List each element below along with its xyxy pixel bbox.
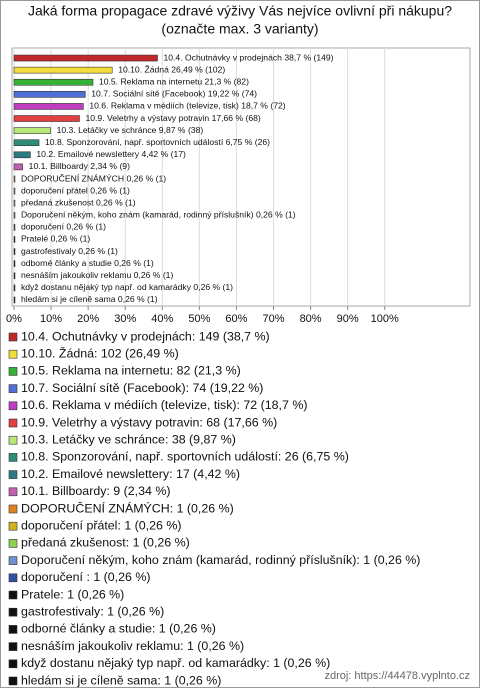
bar [13, 115, 80, 122]
bar-label: 10.6. Reklama v médiích (televize, tisk)… [89, 101, 285, 111]
bar [13, 296, 16, 304]
legend-swatch [8, 625, 18, 634]
bar [13, 54, 158, 62]
bar-label: 10.4. Ochutnávky v prodejnách 38,7 % (14… [163, 52, 333, 62]
legend-swatch [8, 573, 18, 583]
legend-label: 10.5. Reklama na internetu: 82 (21,3 %) [21, 364, 241, 378]
bar-label: odborné články a studie 0,26 % (1) [21, 258, 154, 268]
bar-label: 10.5. Reklama na internetu 21,3 % (82) [99, 77, 249, 87]
bar [13, 284, 16, 292]
chart-title: Jaká forma propagace zdravé výživy Vás n… [28, 3, 452, 19]
bar [13, 78, 94, 86]
bar [13, 139, 40, 147]
legend-label: 10.3. Letáčky ve schránce: 38 (9,87 %) [21, 432, 236, 446]
bar [13, 187, 16, 195]
legend-swatch [8, 539, 18, 548]
legend-swatch [8, 521, 18, 531]
x-tick-label: 0% [6, 313, 22, 325]
bar-label: hledám si je cíleně sama 0,26 % (1) [21, 294, 158, 304]
legend-label: odborné články a studie: 1 (0,26 %) [21, 622, 216, 636]
legend-label: doporučení : 1 (0,26 %) [21, 570, 151, 584]
bar-label: 10.3. Letáčky ve schránce 9,87 % (38) [57, 125, 204, 135]
bar-label: Pratelé 0,26 % (1) [21, 234, 90, 244]
bar [13, 175, 16, 183]
legend-swatch [8, 384, 18, 393]
bar [13, 66, 113, 74]
legend-label: 10.4. Ochutnávky v prodejnách: 149 (38,7… [21, 329, 270, 343]
legend-label: 10.2. Emailové newslettery: 17 (4,42 %) [21, 467, 240, 481]
legend-label: 10.9. Veletrhy a výstavy potravin: 68 (1… [21, 415, 277, 429]
legend-label: hledám si je cíleně sama: 1 (0,26 %) [21, 673, 221, 687]
bar-label: gastrofestivaly 0,26 % (1) [21, 246, 118, 256]
bar [13, 103, 84, 110]
legend-swatch [8, 470, 18, 479]
source: zdroj: https://44478.vyplnto.cz [324, 670, 470, 682]
x-tick-label: 50% [188, 313, 210, 325]
x-tick-label: 30% [114, 313, 136, 325]
legend-label: doporučení přátel: 1 (0,26 %) [21, 518, 182, 532]
legend-label: Pratele: 1 (0,26 %) [21, 587, 124, 601]
legend-label: gastrofestivaly: 1 (0,26 %) [21, 604, 164, 618]
bar-label: Doporučení někým, koho znám (kamarád, ro… [21, 210, 296, 220]
legend-swatch [8, 401, 18, 411]
legend-label: 10.6. Reklama v médiích (televize, tisk)… [21, 398, 307, 412]
legend-label: DOPORUČENÍ ZNÁMÝCH: 1 (0,26 %) [21, 500, 234, 515]
bar-label: 10.8. Sponzorování, např. sportovních ud… [45, 137, 270, 147]
bar [13, 151, 31, 159]
bar-label: nesnáším jakoukoliv reklamu 0,26 % (1) [21, 270, 174, 280]
legend-swatch [8, 418, 18, 428]
chart-subtitle: (označte max. 3 varianty) [161, 21, 318, 37]
bar [13, 91, 86, 98]
bar-label: DOPORUČENÍ ZNÁMÝCH 0,26 % (1) [21, 173, 166, 183]
bar-label: doporučení přátel 0,26 % (1) [21, 185, 130, 195]
legend-label: předaná zkušenost: 1 (0,26 %) [21, 536, 190, 550]
legend-label: když dostanu nějaký typ např. od kamarád… [21, 656, 330, 670]
legend-swatch [8, 590, 18, 600]
bar [13, 199, 16, 207]
legend-label: 10.8. Sponzorování, např. sportovních ud… [21, 450, 349, 464]
x-tick-label: 100% [371, 313, 399, 325]
bar-label: doporučení 0,26 % (1) [21, 222, 106, 232]
bar-label: předaná zkušenost 0,26 % (1) [21, 197, 136, 207]
x-tick-label: 20% [77, 313, 99, 325]
legend-swatch [8, 504, 18, 514]
bar [13, 127, 51, 134]
bar [13, 260, 16, 267]
x-tick-label: 10% [40, 313, 62, 325]
legend-label: 10.10. Žádná: 102 (26,49 %) [21, 345, 179, 360]
legend-swatch [8, 453, 18, 462]
bar [13, 163, 23, 171]
legend-swatch [8, 676, 18, 686]
legend-label: nesnáším jakoukoliv reklamu: 1 (0,26 %) [21, 639, 244, 653]
legend-swatch [8, 367, 18, 376]
x-tick-label: 70% [262, 313, 284, 325]
bar [13, 211, 16, 219]
bar-label: 10.10. Žádná 26,49 % (102) [118, 64, 225, 74]
bar-label: 10.1. Billboardy 2,34 % (9) [29, 161, 130, 171]
legend-swatch [8, 332, 18, 342]
legend-swatch [8, 659, 18, 669]
bar-label: když dostanu nějaký typ např. od kamarád… [21, 282, 233, 292]
bar-label: 10.7. Sociální sítě (Facebook) 19,22 % (… [91, 89, 257, 99]
legend-swatch [8, 556, 18, 565]
legend-swatch [8, 642, 18, 651]
legend-label: 10.7. Sociální sítě (Facebook): 74 (19,2… [21, 381, 263, 395]
legend-swatch [8, 349, 18, 359]
x-tick-label: 60% [225, 313, 247, 325]
legend-swatch [8, 487, 18, 497]
bar [13, 236, 16, 243]
legend-label: 10.1. Billboardy: 9 (2,34 %) [21, 484, 170, 498]
bar-label: 10.9. Veletrhy a výstavy potravin 17,66 … [85, 113, 260, 123]
bar-label: 10.2. Emailové newslettery 4,42 % (17) [36, 149, 186, 159]
bar [13, 224, 16, 231]
legend-label: Doporučení někým, koho znám (kamarád, ro… [21, 553, 420, 567]
x-tick-label: 40% [151, 313, 173, 325]
x-tick-label: 90% [337, 313, 359, 325]
bar [13, 248, 16, 255]
x-tick-label: 80% [300, 313, 322, 325]
legend-swatch [8, 435, 18, 445]
bar [13, 272, 16, 280]
legend-swatch [8, 607, 18, 617]
